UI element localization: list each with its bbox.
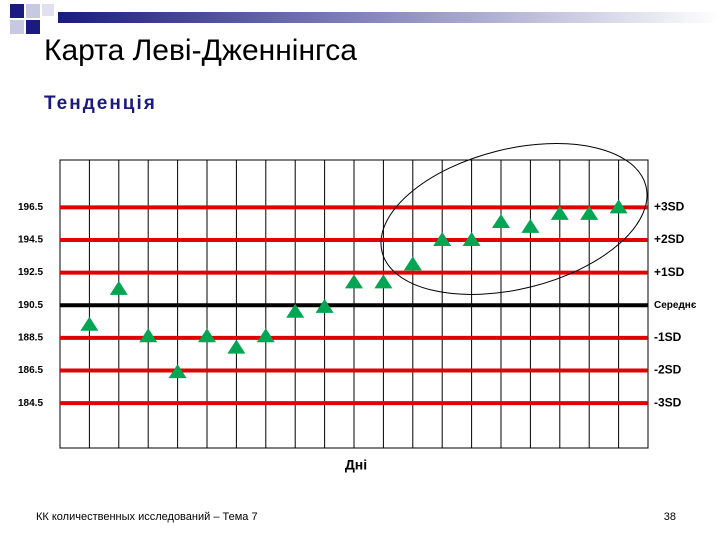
subtitle: Тенденція [44,93,157,114]
triangle-marker [256,328,275,343]
line-label: -2SD [654,363,682,377]
line-label: +1SD [654,265,685,279]
y-tick-label: 190.5 [18,300,43,311]
triangle-marker [374,274,393,289]
y-tick-label: 186.5 [18,365,43,376]
triangle-marker [580,205,599,220]
y-tick-label: 196.5 [18,202,43,213]
line-label: +2SD [654,232,685,246]
triangle-marker [198,328,216,343]
page-number: 38 [664,511,676,523]
deco-square [26,4,40,18]
deco-square [10,4,24,18]
x-axis-label: Дні [345,457,367,473]
y-tick-label: 188.5 [18,332,43,343]
triangle-marker [168,364,187,379]
y-tick-label: 184.5 [18,398,43,409]
deco-square [26,20,40,34]
footer: КК количественных исследований – Тема 7 [36,511,258,523]
header-bar [58,12,720,23]
line-label: Середнє [654,300,697,311]
deco-square [42,4,54,16]
deco-square [10,20,24,34]
triangle-marker [109,280,128,295]
y-tick-label: 192.5 [18,267,43,278]
triangle-marker [550,205,569,220]
line-label: -1SD [654,330,682,344]
triangle-marker [403,256,422,271]
trend-ellipse [380,143,648,295]
triangle-marker [315,298,334,313]
triangle-marker [609,199,628,214]
triangle-marker [462,231,481,246]
slide-title: Карта Леві-Дженнінгса [44,34,357,67]
triangle-marker [521,218,540,233]
triangle-marker [80,316,99,331]
triangle-marker [139,328,158,343]
triangle-marker [227,339,246,354]
triangle-marker [433,231,452,246]
line-label: -3SD [654,395,682,409]
triangle-marker [286,303,305,318]
y-tick-label: 194.5 [18,235,43,246]
line-label: +3SD [654,199,685,213]
triangle-marker [345,274,363,289]
triangle-marker [492,214,510,229]
